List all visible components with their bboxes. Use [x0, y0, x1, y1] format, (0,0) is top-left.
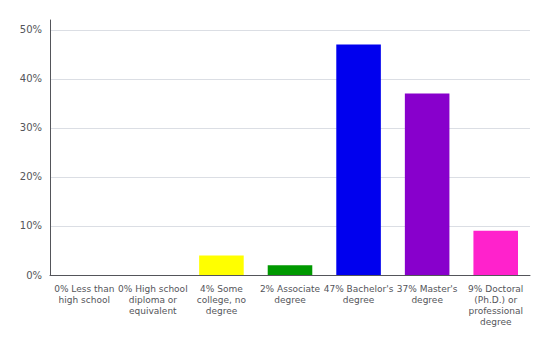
svg-text:0% Less than: 0% Less than: [54, 284, 114, 294]
svg-text:30%: 30%: [20, 122, 42, 133]
svg-text:degree: degree: [274, 295, 306, 305]
svg-text:37% Master's: 37% Master's: [397, 284, 458, 294]
svg-text:0%: 0%: [26, 270, 42, 281]
svg-text:10%: 10%: [20, 220, 42, 231]
svg-text:professional: professional: [468, 306, 523, 316]
svg-text:20%: 20%: [20, 171, 42, 182]
svg-text:50%: 50%: [20, 24, 42, 35]
svg-text:(Ph.D.) or: (Ph.D.) or: [474, 295, 517, 305]
svg-text:high school: high school: [59, 295, 110, 305]
svg-text:degree: degree: [480, 317, 512, 327]
svg-text:47% Bachelor's: 47% Bachelor's: [324, 284, 394, 294]
svg-text:college, no: college, no: [197, 295, 247, 305]
svg-text:equivalent: equivalent: [129, 306, 177, 316]
svg-text:9% Doctoral: 9% Doctoral: [468, 284, 523, 294]
svg-text:2% Associate: 2% Associate: [260, 284, 321, 294]
svg-text:0% High school: 0% High school: [118, 284, 188, 294]
svg-text:diploma or: diploma or: [129, 295, 178, 305]
svg-text:40%: 40%: [20, 73, 42, 84]
svg-text:4% Some: 4% Some: [200, 284, 243, 294]
svg-text:degree: degree: [343, 295, 375, 305]
svg-text:degree: degree: [206, 306, 238, 316]
svg-text:degree: degree: [411, 295, 443, 305]
